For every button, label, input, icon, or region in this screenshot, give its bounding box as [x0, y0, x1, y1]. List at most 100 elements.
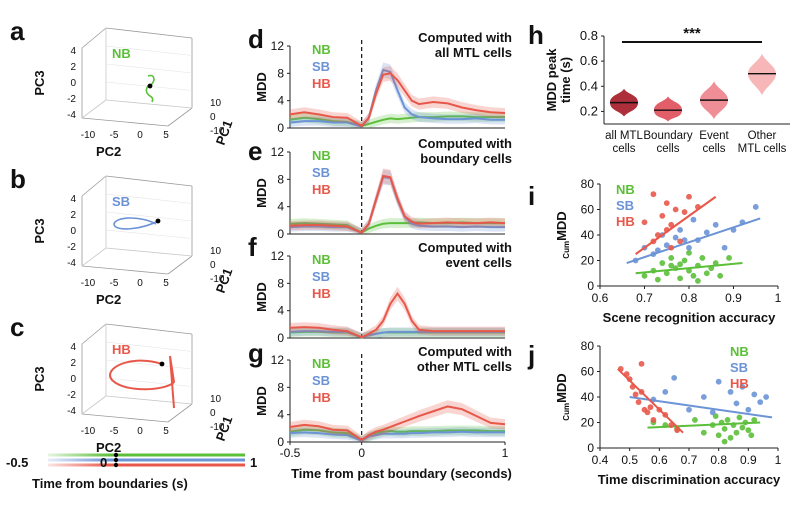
- scatter-point-sb: [677, 227, 683, 233]
- pca-boundary-dot: [155, 218, 161, 224]
- mdd-line-sb: [289, 430, 505, 442]
- scatter-point-nb: [721, 438, 728, 445]
- mdd-y-tick-label: 8: [277, 276, 284, 290]
- colorbar-end-label: 1: [250, 455, 257, 470]
- scatter-point-hb: [663, 200, 670, 207]
- scatter-y-tick-label: 40: [581, 390, 595, 404]
- pca-pc1-tick: -10: [210, 422, 225, 433]
- pca-box-edge: [81, 413, 169, 423]
- colorbar-fade: [40, 452, 110, 468]
- scatter-y-label: CumMDD: [554, 373, 571, 420]
- pca-series-label: HB: [112, 342, 131, 357]
- pca-pc3-label: PC3: [32, 218, 47, 243]
- scatter-y-tick-label: 80: [581, 339, 595, 353]
- colorbar-mid-label: 0: [100, 455, 107, 470]
- violin-category-label: Boundary cells: [643, 130, 692, 155]
- scatter-point-sb: [739, 383, 746, 390]
- scatter-point-hb: [686, 193, 692, 200]
- pca-pc3-tick: -4: [67, 110, 76, 121]
- pca-box-edge: [167, 403, 193, 423]
- panel-letter-j: j: [527, 340, 535, 370]
- mdd-y-tick-label: 4: [277, 200, 284, 214]
- pca-panel-a: a: [10, 16, 25, 46]
- pca-boundary-dot: [159, 361, 165, 367]
- colorbar-zero-dot: [113, 457, 119, 463]
- mdd-band-sb: [290, 62, 505, 128]
- scatter-x-label: Scene recognition accuracy: [603, 310, 776, 325]
- pca-pc3-tick: 4: [70, 46, 76, 57]
- panel-letter-h: h: [528, 20, 544, 50]
- scatter-legend-sb: SB: [616, 198, 634, 213]
- mdd-layer: 0 4 8 12 MDD NB SB HB Computed with all MTL cells…: [254, 30, 512, 481]
- violin-layer: 0.2 0.4 0.6 0.8 MDD peaktime (s) all MTL cells…: [544, 25, 790, 155]
- scatter-point-hb: [659, 212, 666, 219]
- scatter-y-tick-label: 80: [581, 177, 595, 191]
- mdd-line-hb: [289, 291, 505, 339]
- scatter-x-tick-label: 0.8: [681, 291, 698, 305]
- scatter-point-nb: [700, 429, 707, 436]
- pca-pc2-tick: -10: [81, 278, 96, 289]
- pca-pc1-label: PC1: [213, 118, 236, 147]
- mdd-title: Computed with other MTL cells: [417, 344, 512, 374]
- scatter-point-sb: [663, 242, 670, 249]
- pca-trajectory: [145, 74, 155, 103]
- mdd-legend-sb: SB: [312, 59, 330, 74]
- pca-box-edge: [81, 247, 107, 267]
- scatter-legend-nb: NB: [616, 182, 635, 197]
- mdd-y-tick-label: 0: [277, 121, 284, 135]
- scatter-x-tick-label: 0.9: [740, 453, 757, 467]
- pca-box-edge: [105, 323, 193, 335]
- violin-y-tick-label: 0.6: [580, 53, 598, 68]
- mdd-y-label: MDD: [254, 178, 269, 208]
- pca-pc3-tick: -4: [67, 406, 76, 417]
- pca-pc2-tick: 5: [163, 130, 169, 141]
- scatter-y-tick-label: 0: [587, 441, 594, 455]
- mdd-y-label: MDD: [254, 386, 269, 416]
- scatter-x-tick-label: 0.7: [636, 291, 653, 305]
- pca-pc3-tick: -2: [67, 94, 76, 105]
- pca-boundary-dot: [147, 83, 153, 89]
- scatter-x-tick-label: 0.7: [681, 453, 698, 467]
- scatter-point-sb: [672, 234, 679, 241]
- panel-letter-a: a: [10, 16, 25, 46]
- pca-panel-c: c: [10, 312, 24, 342]
- mdd-title: Computed with all MTL cells: [418, 30, 512, 60]
- pca-box-edge: [81, 99, 107, 119]
- pca-pc2-label: PC2: [96, 292, 121, 307]
- pca-pc1-label: PC1: [213, 266, 236, 295]
- mdd-y-tick-label: 8: [277, 66, 284, 80]
- pca-pc3-tick: 4: [70, 194, 76, 205]
- pca-series-label: SB: [112, 194, 130, 209]
- pca-gridline: [105, 211, 193, 222]
- pca-pc1-tick: 0: [210, 408, 216, 419]
- scatter-y-tick-label: 60: [581, 365, 595, 379]
- violin-category-label: Event cells: [699, 130, 729, 155]
- mdd-y-tick-label: 12: [271, 249, 285, 263]
- mdd-plot-g: 0 4 8 12 MDD NB SB HB Computed with other MTL cel…: [254, 344, 512, 481]
- scatter-point-nb: [717, 272, 724, 279]
- scatter-point-nb: [690, 272, 697, 279]
- scatter-point-nb: [677, 275, 683, 282]
- scatter-y-tick-label: 20: [581, 416, 595, 430]
- scatter-y-tick-label: 60: [581, 203, 595, 217]
- pca-pc3-tick: 2: [70, 358, 76, 369]
- mdd-y-tick-label: 12: [271, 145, 285, 159]
- mdd-band-hb: [290, 400, 505, 442]
- colorbar-zero-dot: [113, 452, 119, 458]
- mdd-legend-hb: HB: [312, 286, 331, 301]
- scatter-point-nb: [677, 261, 683, 268]
- pca-box-edge: [81, 323, 107, 345]
- scatter-point-sb: [733, 400, 740, 407]
- panel-letter-e: e: [248, 136, 262, 166]
- pca-pc2-tick: 5: [163, 426, 169, 437]
- pca-pc1-tick: 10: [210, 98, 222, 109]
- scatter-point-nb: [654, 276, 661, 283]
- pca-box-edge: [81, 395, 107, 415]
- violin-category-label: Other MTL cells: [738, 130, 787, 155]
- scatter-point-hb: [650, 417, 657, 423]
- mdd-legend-nb: NB: [312, 42, 331, 57]
- panel-letter-d: d: [248, 24, 264, 54]
- scatter-point-nb: [745, 427, 752, 434]
- scatter-point-sb: [709, 409, 716, 416]
